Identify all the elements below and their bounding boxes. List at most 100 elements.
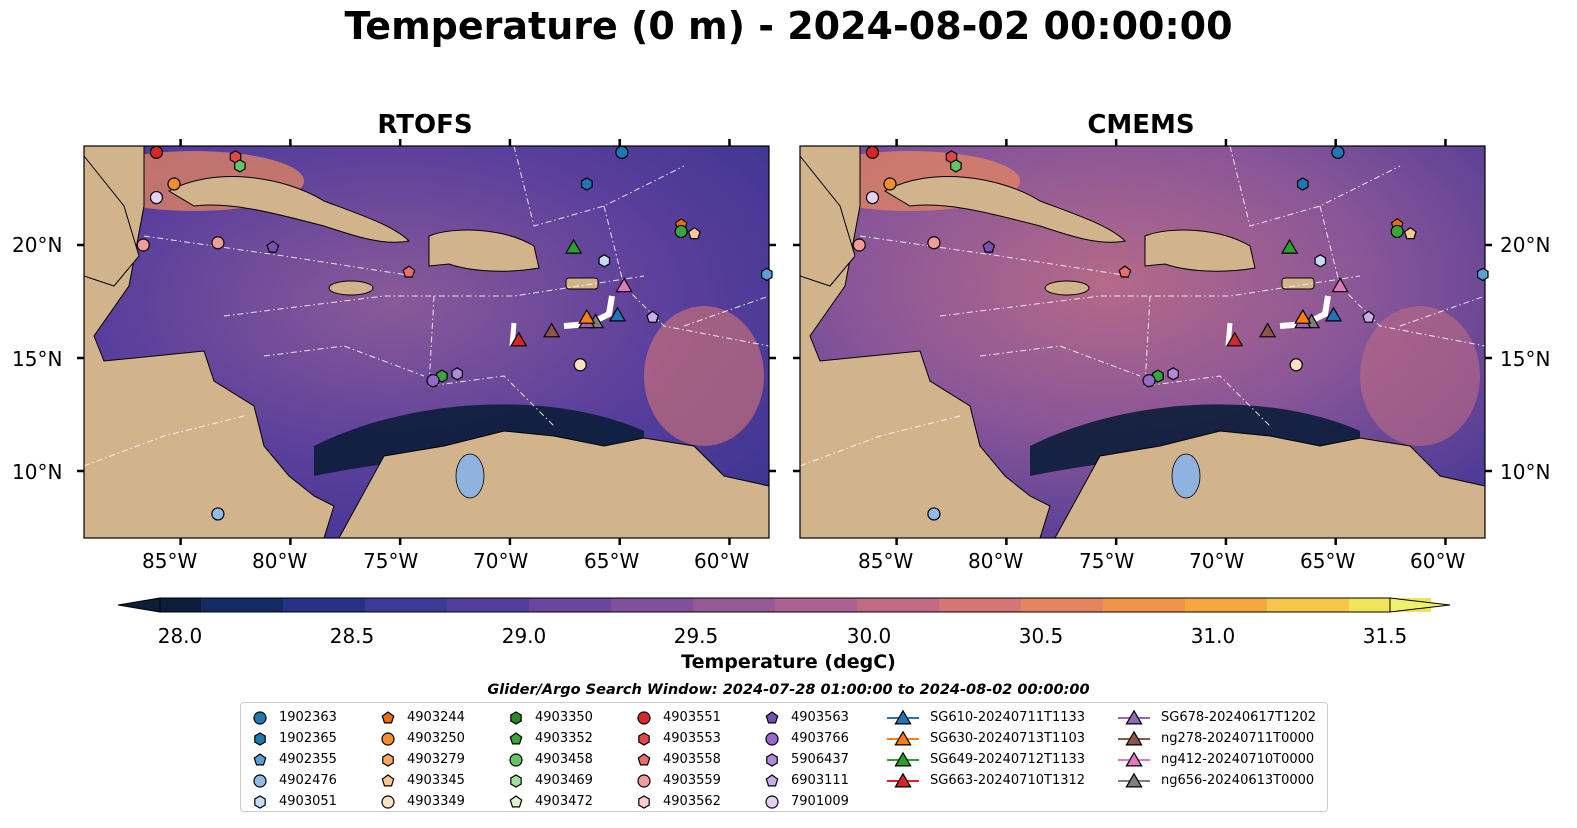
- legend-entry: 6903111: [763, 770, 849, 791]
- triangle-marker-icon: [887, 730, 919, 745]
- glider-track: [509, 322, 517, 347]
- colorbar-tick-label: 28.5: [329, 624, 375, 648]
- land-cuba: [167, 176, 411, 243]
- legend-column: 1902363 1902365 4902355 4902476 4903051: [251, 707, 337, 812]
- argo-float-marker: [852, 238, 866, 252]
- pentagon-marker-icon: [253, 752, 267, 765]
- argo-float-marker: [927, 236, 941, 250]
- glider-marker: [543, 322, 561, 338]
- land-yucatan: [800, 155, 856, 287]
- legend-entry: 4903352: [507, 728, 593, 749]
- colorbar-segment: [1267, 598, 1349, 612]
- colorbar-segment: [529, 598, 611, 612]
- land-cuba: [883, 176, 1127, 243]
- legend-label: 4902476: [279, 773, 337, 788]
- lon-tick-label: 65°W: [1300, 549, 1356, 573]
- legend-marker: [382, 752, 394, 767]
- panel-title-rtofs: RTOFS: [377, 110, 473, 140]
- argo-float-marker: [149, 145, 164, 159]
- search-window-text: Glider/Argo Search Window: 2024-07-28 01…: [487, 682, 1090, 698]
- colorbar-segment: [1021, 598, 1103, 612]
- legend-entry: 4903562: [635, 791, 721, 812]
- legend-label: 4903469: [535, 773, 593, 788]
- legend-marker: [765, 773, 779, 786]
- legend-label: 1902365: [279, 731, 337, 746]
- lon-tick-label: 80°W: [968, 549, 1024, 573]
- legend-label: 4903350: [535, 710, 593, 725]
- colorbar-segment: [283, 598, 365, 612]
- glider-marker: [608, 306, 627, 322]
- argo-float-marker: [1476, 267, 1489, 282]
- legend-entry: ng656-20240613T0000: [1117, 770, 1316, 791]
- legend-label: ng278-20240711T0000: [1161, 731, 1315, 746]
- colorbar-segment: [857, 598, 939, 612]
- colorbar-tick-label: 30.0: [846, 624, 892, 648]
- legend-label: 1902363: [279, 710, 337, 725]
- glider-marker: [1324, 306, 1343, 322]
- legend-label: 5906437: [791, 752, 849, 767]
- land-jamaica: [1044, 280, 1090, 296]
- triangle-marker-icon: [1118, 709, 1150, 724]
- hexagon-marker-icon: [510, 710, 522, 725]
- argo-float-marker: [1118, 265, 1132, 278]
- map-panels: [77, 139, 1492, 545]
- legend-marker: [1125, 730, 1143, 745]
- argo-float-marker: [1403, 226, 1417, 240]
- legend-label: 4903553: [663, 731, 721, 746]
- triangle-marker-icon: [1118, 772, 1150, 787]
- glider-marker: [1331, 277, 1349, 293]
- legend-entry: 4903558: [635, 749, 721, 770]
- lat-tick-label: 20°N: [12, 233, 63, 257]
- legend-label: ng412-20240710T0000: [1161, 752, 1315, 767]
- argo-float-marker: [451, 367, 463, 381]
- legend-entry: SG678-20240617T1202: [1117, 707, 1316, 728]
- legend-label: 4903352: [535, 731, 593, 746]
- argo-float-marker: [234, 159, 246, 173]
- legend: 1902363 1902365 4902355 4902476 4903051 49032…: [240, 702, 1328, 812]
- legend-entry: 4902355: [251, 749, 337, 770]
- argo-float-marker: [402, 265, 416, 278]
- map-frame: [799, 145, 1486, 539]
- legend-entry: SG649-20240712T1133: [886, 749, 1085, 770]
- lat-tick-label: 20°N: [1500, 233, 1551, 257]
- land-south-america: [338, 430, 769, 538]
- panel-title-cmems: CMEMS: [1087, 110, 1195, 140]
- legend-label: 4903345: [407, 773, 465, 788]
- legend-marker: [509, 794, 523, 807]
- lon-tick-label: 70°W: [1189, 549, 1245, 573]
- legend-marker: [766, 752, 778, 767]
- legend-entry: 4903349: [379, 791, 465, 812]
- lon-tick-label: 65°W: [584, 549, 640, 573]
- legend-label: 4903559: [663, 773, 721, 788]
- legend-entry: 7901009: [763, 791, 849, 812]
- lat-tick-label: 15°N: [12, 347, 63, 371]
- lon-tick-label: 80°W: [252, 549, 308, 573]
- glider-marker: [615, 277, 633, 293]
- argo-float-marker: [266, 240, 280, 253]
- argo-float-marker: [136, 238, 150, 252]
- land-hispaniola: [1144, 229, 1256, 272]
- legend-column: 4903244 4903250 4903279 4903345 4903349: [379, 707, 465, 812]
- lat-tick-label: 10°N: [1500, 460, 1551, 484]
- land-yucatan: [84, 155, 140, 287]
- legend-column: 4903350 4903352 4903458 4903469 4903472: [507, 707, 593, 812]
- pentagon-marker-icon: [765, 773, 779, 786]
- land-puerto-rico: [1281, 277, 1315, 290]
- argo-float-marker: [687, 226, 701, 240]
- legend-entry: SG610-20240711T1133: [886, 707, 1085, 728]
- argo-float-marker: [1314, 254, 1327, 268]
- argo-float-marker: [615, 145, 629, 159]
- pentagon-marker-icon: [765, 710, 779, 723]
- legend-marker: [254, 731, 266, 746]
- legend-column: SG610-20240711T1133 SG630-20240713T1103 SG…: [886, 707, 1085, 791]
- legend-column: 4903563 4903766 5906437 6903111 7901009: [763, 707, 849, 812]
- colorbar-segment: [1103, 598, 1185, 612]
- legend-marker: [381, 794, 395, 809]
- argo-float-marker: [1142, 374, 1156, 388]
- eez-boundary: [979, 345, 1141, 377]
- legend-entry: 4903279: [379, 749, 465, 770]
- legend-label: SG610-20240711T1133: [930, 710, 1086, 725]
- glider-marker: [1226, 331, 1244, 347]
- circle-marker-icon: [765, 731, 779, 746]
- legend-entry: 4903051: [251, 791, 337, 812]
